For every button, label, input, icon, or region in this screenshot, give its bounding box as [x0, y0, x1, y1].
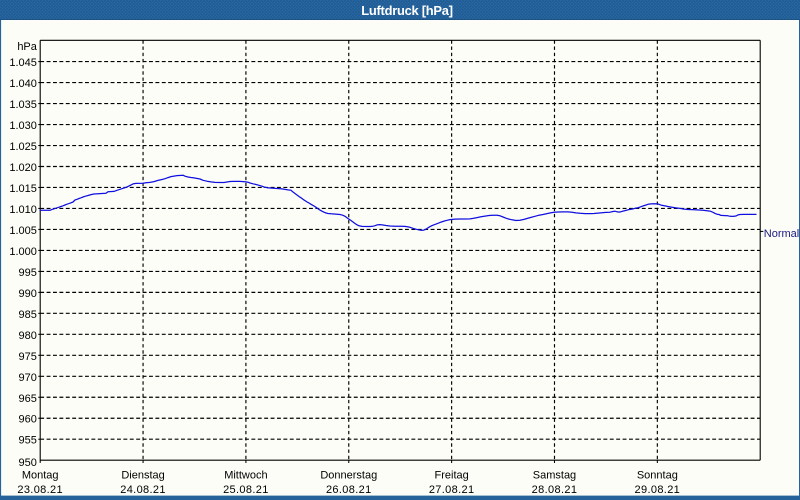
svg-text:1.030: 1.030	[9, 120, 37, 132]
svg-text:hPa: hPa	[17, 41, 37, 53]
svg-text:950: 950	[19, 457, 37, 469]
svg-text:985: 985	[19, 309, 37, 321]
svg-text:1.000: 1.000	[9, 246, 37, 258]
svg-text:Dienstag: Dienstag	[121, 469, 164, 481]
svg-text:970: 970	[19, 372, 37, 384]
svg-text:990: 990	[19, 288, 37, 300]
svg-text:955: 955	[19, 435, 37, 447]
svg-text:27.08.21: 27.08.21	[429, 484, 475, 496]
svg-text:Freitag: Freitag	[435, 469, 469, 481]
svg-text:28.08.21: 28.08.21	[532, 484, 578, 496]
svg-text:Mittwoch: Mittwoch	[224, 469, 267, 481]
svg-text:965: 965	[19, 393, 37, 405]
svg-text:1.040: 1.040	[9, 78, 37, 90]
svg-text:25.08.21: 25.08.21	[223, 484, 269, 496]
svg-text:975: 975	[19, 351, 37, 363]
svg-text:995: 995	[19, 267, 37, 279]
svg-text:Donnerstag: Donnerstag	[320, 469, 377, 481]
svg-text:Montag: Montag	[22, 469, 59, 481]
svg-text:29.08.21: 29.08.21	[635, 484, 681, 496]
svg-text:1.035: 1.035	[9, 99, 37, 111]
svg-text:1.015: 1.015	[9, 183, 37, 195]
svg-text:23.08.21: 23.08.21	[17, 484, 63, 496]
svg-text:980: 980	[19, 330, 37, 342]
svg-text:24.08.21: 24.08.21	[120, 484, 166, 496]
svg-text:Sonntag: Sonntag	[637, 469, 678, 481]
svg-text:960: 960	[19, 414, 37, 426]
svg-text:Luftdruck [hPa]: Luftdruck [hPa]	[361, 3, 453, 18]
svg-text:Normal: Normal	[764, 228, 799, 240]
svg-text:1.025: 1.025	[9, 141, 37, 153]
svg-text:1.005: 1.005	[9, 225, 37, 237]
svg-text:1.010: 1.010	[9, 204, 37, 216]
svg-text:1.045: 1.045	[9, 57, 37, 69]
svg-text:Samstag: Samstag	[533, 469, 576, 481]
svg-text:26.08.21: 26.08.21	[326, 484, 372, 496]
svg-text:1.020: 1.020	[9, 162, 37, 174]
